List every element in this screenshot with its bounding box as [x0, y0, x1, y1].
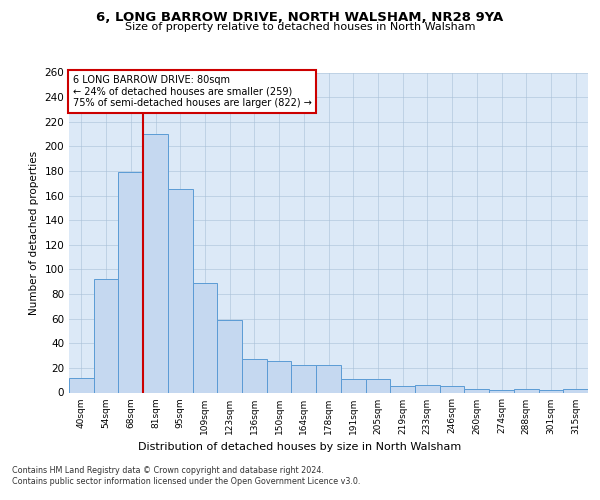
Bar [143, 134, 168, 392]
Bar [464, 389, 489, 392]
Bar [390, 386, 415, 392]
Bar [539, 390, 563, 392]
Bar [415, 385, 440, 392]
Bar [489, 390, 514, 392]
Bar [217, 320, 242, 392]
Text: Contains public sector information licensed under the Open Government Licence v3: Contains public sector information licen… [12, 477, 361, 486]
Bar [514, 389, 539, 392]
Text: Distribution of detached houses by size in North Walsham: Distribution of detached houses by size … [139, 442, 461, 452]
Bar [341, 379, 365, 392]
Text: 6, LONG BARROW DRIVE, NORTH WALSHAM, NR28 9YA: 6, LONG BARROW DRIVE, NORTH WALSHAM, NR2… [97, 11, 503, 24]
Bar [316, 366, 341, 392]
Bar [365, 379, 390, 392]
Bar [292, 366, 316, 392]
Bar [267, 360, 292, 392]
Bar [94, 280, 118, 392]
Bar [563, 389, 588, 392]
Bar [69, 378, 94, 392]
Bar [440, 386, 464, 392]
Text: 6 LONG BARROW DRIVE: 80sqm
← 24% of detached houses are smaller (259)
75% of sem: 6 LONG BARROW DRIVE: 80sqm ← 24% of deta… [73, 75, 311, 108]
Bar [118, 172, 143, 392]
Bar [168, 190, 193, 392]
Bar [193, 283, 217, 393]
Text: Size of property relative to detached houses in North Walsham: Size of property relative to detached ho… [125, 22, 475, 32]
Text: Contains HM Land Registry data © Crown copyright and database right 2024.: Contains HM Land Registry data © Crown c… [12, 466, 324, 475]
Bar [242, 360, 267, 392]
Y-axis label: Number of detached properties: Number of detached properties [29, 150, 39, 314]
